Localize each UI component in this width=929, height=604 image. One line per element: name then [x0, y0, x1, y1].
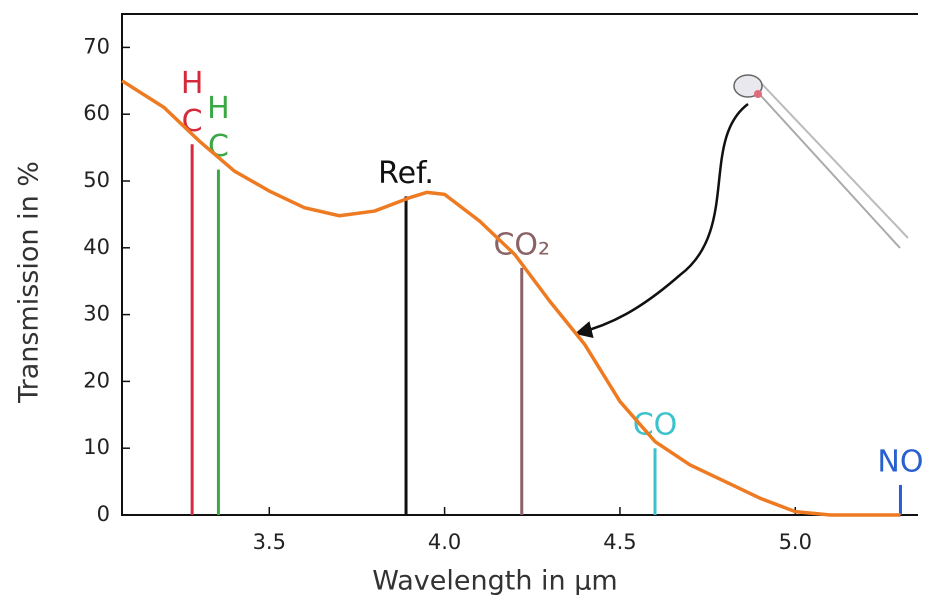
y-tick-label: 10: [83, 435, 110, 459]
gas-label: Ref.: [378, 156, 434, 191]
y-tick-label: 0: [97, 502, 110, 526]
x-tick-label: 3.5: [253, 530, 286, 554]
x-tick-label: 4.0: [428, 530, 461, 554]
y-tick-label: 30: [83, 302, 110, 326]
x-axis-title: Wavelength in µm: [372, 566, 617, 597]
gas-label: NO: [877, 444, 923, 479]
y-axis-title: Transmission in %: [14, 161, 45, 404]
gas-label: CO₂: [493, 227, 550, 262]
y-tick-label: 20: [83, 368, 110, 392]
sensor-illustration: [733, 74, 909, 249]
pointer-arrow: [574, 103, 749, 339]
y-tick-label: 50: [83, 168, 110, 192]
y-tick-label: 70: [83, 34, 110, 58]
gas-label: H: [207, 91, 230, 126]
x-tick-label: 5.0: [779, 530, 812, 554]
y-tick-label: 60: [83, 101, 110, 125]
y-tick-label: 40: [83, 235, 110, 259]
gas-label: H: [181, 66, 204, 101]
axes-frame: [121, 13, 918, 516]
transmission-curve: [121, 79, 901, 517]
x-tick-label: 4.5: [603, 530, 636, 554]
gas-label: C: [208, 129, 229, 164]
